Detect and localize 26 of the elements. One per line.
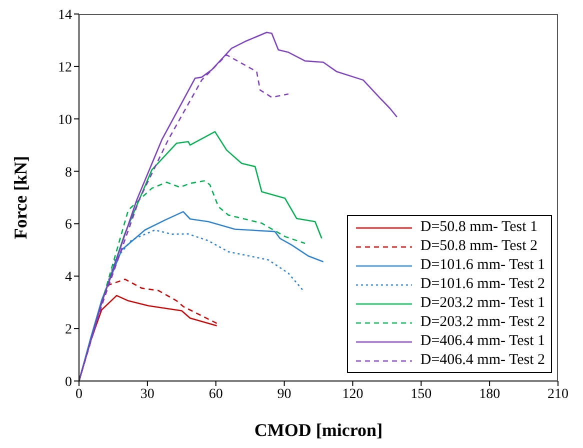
x-tick-label: 60	[208, 386, 223, 402]
legend-label: D=203.2 mm- Test 1	[420, 294, 545, 313]
legend-label: D=101.6 mm- Test 1	[420, 256, 545, 275]
y-axis-title: Force [kN]	[10, 156, 30, 240]
legend-label: D=203.2 mm- Test 2	[420, 313, 545, 332]
y-tick-label: 2	[65, 322, 72, 338]
x-tick-label: 210	[548, 386, 568, 402]
x-tick-label: 0	[76, 386, 82, 402]
y-tick-label: 14	[58, 8, 72, 23]
y-tick-label: 12	[58, 60, 72, 76]
x-axis-title: CMOD [micron]	[254, 420, 383, 440]
y-tick-label: 8	[65, 165, 72, 180]
x-tick-label: 120	[342, 386, 364, 402]
x-tick-label: 150	[410, 386, 432, 402]
y-tick-label: 10	[58, 112, 72, 128]
legend-label: D=406.4 mm- Test 2	[420, 351, 545, 370]
x-tick-label: 30	[140, 386, 154, 402]
legend-label: D=50.8 mm- Test 1	[420, 218, 538, 237]
y-tick-label: 0	[65, 374, 72, 390]
y-tick-label: 6	[65, 218, 72, 233]
x-tick-label: 180	[479, 386, 500, 402]
legend-label: D=406.4 mm- Test 1	[420, 332, 545, 351]
x-tick-label: 90	[277, 386, 292, 402]
legend-label: D=50.8 mm- Test 2	[420, 237, 538, 256]
legend-label: D=101.6 mm- Test 2	[420, 275, 545, 294]
y-tick-label: 4	[65, 270, 72, 286]
